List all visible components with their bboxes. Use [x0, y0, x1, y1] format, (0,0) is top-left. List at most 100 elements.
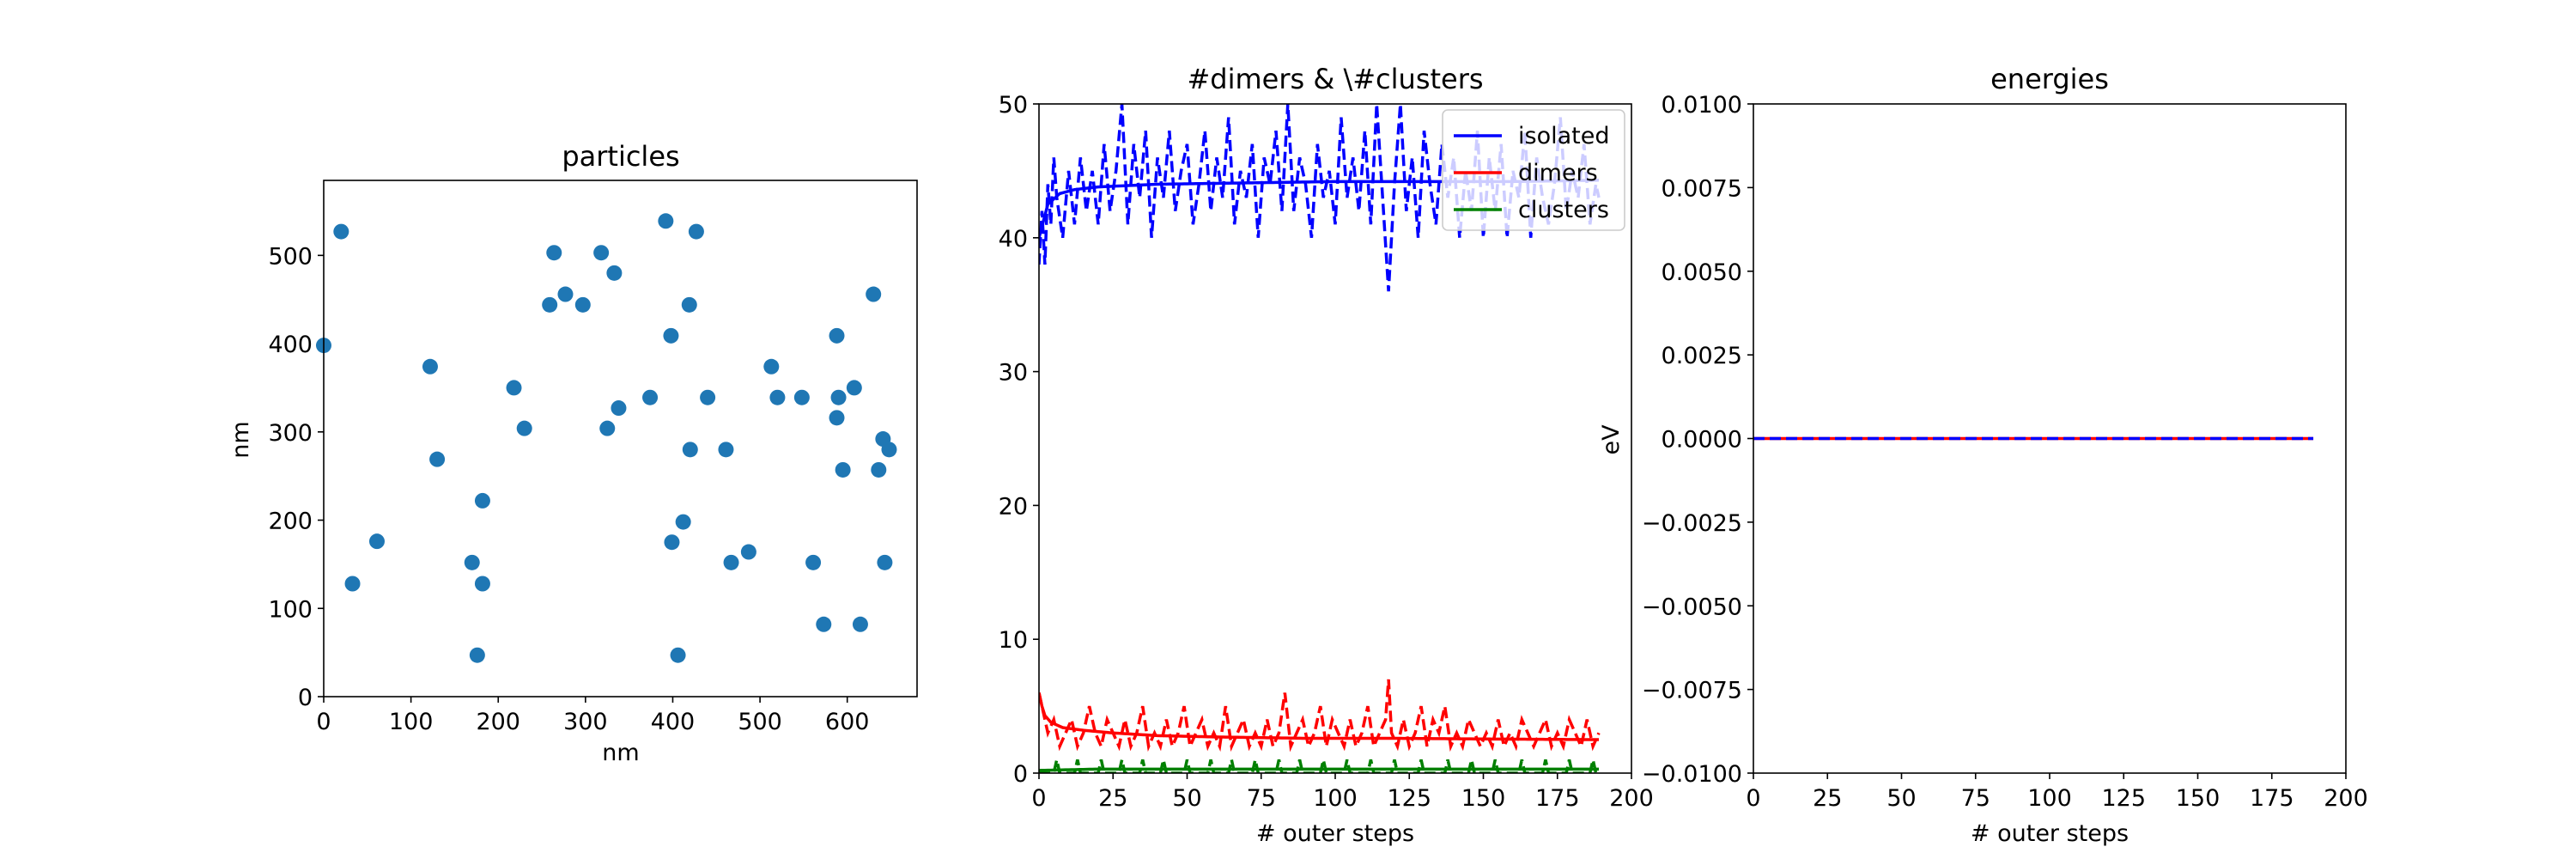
energies-xtick-label: 175	[2250, 785, 2294, 812]
dimers-xtick-label: 50	[1172, 785, 1201, 812]
legend-dimers-label: dimers	[1518, 160, 1598, 186]
energies-ytick-label: 0.0075	[1662, 175, 1742, 202]
particles-ticks: 0 100 200 300 400 500 600 0 100 200 300 400 500	[268, 243, 869, 735]
particle-point	[670, 647, 686, 663]
energies-xtick-label: 100	[2027, 785, 2072, 812]
particle-point	[829, 327, 845, 344]
particles-ytick-label: 200	[268, 509, 313, 535]
energies-ylabel: eV	[1598, 424, 1625, 455]
energies-xtick-label: 150	[2176, 785, 2221, 812]
particles-xtick-label: 400	[651, 709, 696, 735]
clusters-average-line	[1039, 767, 1600, 772]
dimers-xtick-label: 125	[1387, 785, 1431, 812]
particle-point	[542, 296, 558, 313]
particle-point	[664, 534, 680, 551]
particle-point	[769, 389, 786, 405]
particle-point	[464, 554, 480, 570]
dimers-ytick-label: 0	[1013, 761, 1028, 788]
energies-ticks: 0 25 50 75 100 125 150 175 200 −0.0100 −0.0075 −0.0…	[1642, 92, 2368, 812]
particle-point	[599, 420, 616, 436]
particles-xtick-label: 0	[316, 709, 331, 735]
particle-point	[881, 442, 897, 458]
energies-ytick-label: 0.0100	[1662, 92, 1742, 119]
energies-title: energies	[1990, 63, 2109, 95]
particle-point	[740, 544, 756, 560]
particle-point	[763, 358, 780, 375]
particles-ytick-label: 100	[268, 596, 313, 623]
particle-point	[663, 327, 679, 344]
particle-point	[574, 296, 591, 313]
particles-xtick-label: 600	[825, 709, 870, 735]
dimers-xtick-label: 200	[1609, 785, 1654, 812]
energies-xtick-label: 50	[1886, 785, 1916, 812]
dimers-xlabel: # outer steps	[1256, 820, 1414, 847]
dimers-ytick-label: 20	[999, 493, 1028, 520]
particle-point	[852, 616, 868, 632]
dimers-xtick-label: 100	[1313, 785, 1358, 812]
particle-point	[469, 647, 485, 663]
energies-ytick-label: −0.0075	[1642, 678, 1742, 704]
dimers-xtick-label: 175	[1535, 785, 1580, 812]
energies-xtick-label: 75	[1961, 785, 1990, 812]
particles-ytick-label: 0	[298, 685, 313, 711]
particle-point	[506, 380, 522, 396]
particle-point	[682, 442, 698, 458]
dimers-xtick-label: 150	[1461, 785, 1506, 812]
particle-point	[474, 576, 490, 592]
energies-panel: energies # outer steps eV 0 25 50 75 100 125 1…	[1598, 63, 2368, 847]
particles-xtick-label: 200	[476, 709, 520, 735]
dimers-average-line	[1039, 692, 1600, 741]
particle-point	[700, 389, 716, 405]
particles-xtick-label: 100	[389, 709, 434, 735]
particles-panel: particles nm nm 0 100 200 300 400 500 600 0 100 2…	[228, 140, 918, 766]
particle-point	[866, 286, 882, 302]
particle-point	[830, 389, 847, 405]
particle-point	[474, 492, 490, 509]
dimers-raw-line	[1039, 679, 1601, 752]
particle-point	[593, 245, 610, 261]
particle-point	[877, 554, 893, 570]
energies-xtick-label: 200	[2324, 785, 2368, 812]
particle-point	[793, 389, 810, 405]
particle-point	[429, 451, 446, 467]
particle-point	[606, 265, 623, 281]
particle-point	[658, 213, 674, 229]
energies-xtick-label: 0	[1746, 785, 1760, 812]
energies-axes-frame	[1753, 103, 2347, 774]
particle-point	[846, 380, 862, 396]
dimers-ytick-label: 40	[999, 226, 1028, 253]
dimers-panel: #dimers & \#clusters # outer steps 0 25 50…	[999, 63, 1654, 847]
particle-point	[835, 461, 851, 478]
particle-point	[344, 576, 361, 592]
particles-xtick-label: 500	[738, 709, 782, 735]
particle-point	[675, 514, 691, 530]
particles-title: particles	[562, 140, 679, 173]
energies-xlabel: # outer steps	[1971, 820, 2129, 847]
dimers-xtick-label: 25	[1098, 785, 1127, 812]
particle-point	[546, 245, 562, 261]
energies-ytick-label: 0.0050	[1662, 259, 1742, 286]
particles-ylabel: nm	[228, 421, 254, 458]
dimers-title: #dimers & \#clusters	[1187, 63, 1483, 95]
particle-point	[816, 616, 832, 632]
particle-point	[688, 223, 704, 240]
legend-clusters-label: clusters	[1518, 197, 1609, 223]
particle-point	[611, 400, 627, 417]
energies-ytick-label: −0.0025	[1642, 510, 1742, 537]
dimers-ytick-label: 30	[999, 360, 1028, 387]
particle-point	[718, 442, 734, 458]
dimers-legend: isolated dimers clusters	[1442, 109, 1625, 231]
particle-point	[516, 420, 532, 436]
dimers-xtick-label: 75	[1247, 785, 1276, 812]
particle-point	[681, 296, 697, 313]
particles-ytick-label: 400	[268, 332, 313, 358]
particle-point	[642, 389, 659, 405]
dimers-ytick-label: 10	[999, 627, 1028, 654]
dimers-xtick-label: 0	[1031, 785, 1046, 812]
particles-xtick-label: 300	[563, 709, 608, 735]
particles-ytick-label: 300	[268, 420, 313, 447]
energies-xtick-label: 125	[2101, 785, 2146, 812]
particle-point	[805, 554, 822, 570]
energies-ytick-label: −0.0100	[1642, 761, 1742, 788]
